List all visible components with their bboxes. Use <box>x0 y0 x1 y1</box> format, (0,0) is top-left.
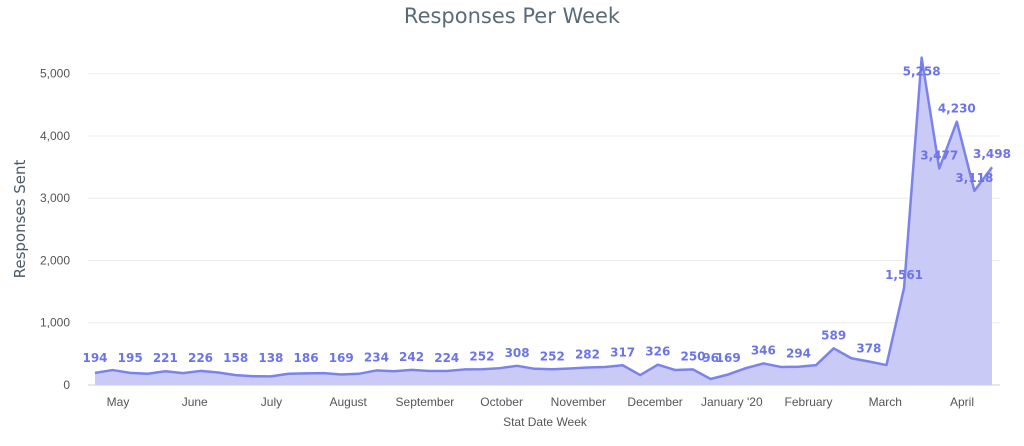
y-tick-label: 5,000 <box>40 67 70 81</box>
data-label: 294 <box>786 347 811 361</box>
y-tick-label: 3,000 <box>40 191 70 205</box>
data-label: 3,118 <box>955 171 993 185</box>
data-label: 169 <box>329 351 354 365</box>
data-label: 1,561 <box>885 268 923 282</box>
x-tick-label: November <box>551 395 606 409</box>
y-tick-label: 1,000 <box>40 316 70 330</box>
data-label: 317 <box>610 345 635 359</box>
x-tick-label: May <box>107 395 130 409</box>
data-label: 3,498 <box>973 147 1011 161</box>
area-fill <box>95 58 992 385</box>
data-label: 158 <box>223 351 248 365</box>
x-tick-label: April <box>950 395 974 409</box>
data-label: 282 <box>575 347 600 361</box>
x-tick-label: February <box>785 395 833 409</box>
data-label: 242 <box>399 350 424 364</box>
x-tick-label: September <box>396 395 455 409</box>
y-tick-label: 4,000 <box>40 129 70 143</box>
y-tick-label: 2,000 <box>40 253 70 267</box>
data-label: 326 <box>645 345 670 359</box>
data-label: 3,477 <box>920 149 958 163</box>
series-line <box>95 58 992 379</box>
data-label: 221 <box>153 351 178 365</box>
x-tick-label: July <box>261 395 282 409</box>
data-label: 169 <box>716 351 741 365</box>
data-label: 308 <box>505 346 530 360</box>
x-tick-label: October <box>480 395 523 409</box>
data-label: 226 <box>188 351 213 365</box>
data-label: 186 <box>294 351 319 365</box>
data-label: 138 <box>258 351 283 365</box>
x-tick-label: December <box>627 395 682 409</box>
data-label: 195 <box>118 351 143 365</box>
data-label: 4,230 <box>938 102 976 116</box>
data-label: 5,258 <box>903 65 941 79</box>
data-label: 346 <box>751 343 776 357</box>
x-tick-label: August <box>330 395 368 409</box>
y-tick-label: 0 <box>63 378 70 392</box>
data-label: 589 <box>821 328 846 342</box>
x-tick-label: January '20 <box>701 395 763 409</box>
data-label: 252 <box>469 349 494 363</box>
data-label: 194 <box>82 351 107 365</box>
x-tick-label: March <box>869 395 902 409</box>
data-label: 224 <box>434 351 459 365</box>
data-label: 378 <box>856 341 881 355</box>
data-label: 234 <box>364 350 389 364</box>
x-tick-label: June <box>182 395 208 409</box>
data-label: 252 <box>540 349 565 363</box>
